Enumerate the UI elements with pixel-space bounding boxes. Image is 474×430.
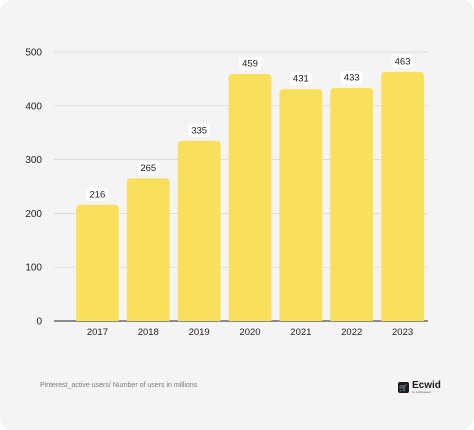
brand-logo: 🛒 Ecwid by Lightspeed: [398, 381, 441, 394]
x-tick-label: 2021: [290, 327, 311, 338]
data-label: 459: [242, 59, 258, 70]
data-label: 216: [89, 189, 105, 200]
y-tick-label: 400: [25, 101, 42, 112]
data-label: 463: [395, 56, 411, 67]
bar-layer: [76, 71, 424, 322]
bar-2022: [330, 88, 374, 322]
x-tick-label: 2019: [189, 327, 210, 338]
brand-text: Ecwid by Lightspeed: [412, 381, 441, 394]
data-label-bg: [86, 187, 109, 201]
data-label-bg: [239, 57, 261, 71]
cart-icon: 🛒: [398, 382, 409, 393]
data-label-bg: [137, 161, 160, 175]
bar-2021: [279, 89, 323, 321]
label-layer: 0 100 200 300 400 500 216 2017 265 2018 335 2019 459…: [25, 48, 414, 338]
data-label: 265: [140, 163, 156, 174]
x-tick-label: 2023: [392, 327, 413, 338]
y-tick-label: 0: [36, 317, 42, 328]
x-tick-label: 2018: [138, 327, 159, 338]
brand-name: Ecwid: [412, 380, 441, 391]
data-label-bg: [289, 72, 312, 86]
chart-caption: Pinterest_active users/ Number of users …: [40, 382, 198, 389]
bar-2019: [177, 140, 221, 321]
y-tick-label: 500: [25, 48, 42, 59]
data-label: 431: [293, 74, 309, 85]
data-label: 335: [191, 125, 207, 136]
bar-2018: [126, 178, 170, 321]
y-tick-label: 100: [25, 263, 42, 274]
x-tick-label: 2022: [341, 327, 362, 338]
x-tick-label: 2020: [239, 327, 260, 338]
bar-2020: [228, 74, 272, 321]
data-label: 433: [344, 73, 360, 84]
data-label-bg: [340, 71, 363, 85]
data-label-bg: [188, 123, 211, 137]
brand-subtitle: by Lightspeed: [412, 390, 431, 394]
y-tick-label: 200: [25, 209, 42, 220]
y-tick-label: 300: [25, 155, 42, 166]
x-tick-label: 2017: [87, 327, 108, 338]
data-label-bg: [391, 54, 414, 68]
bar-2023: [381, 71, 424, 321]
bar-2017: [76, 204, 119, 321]
